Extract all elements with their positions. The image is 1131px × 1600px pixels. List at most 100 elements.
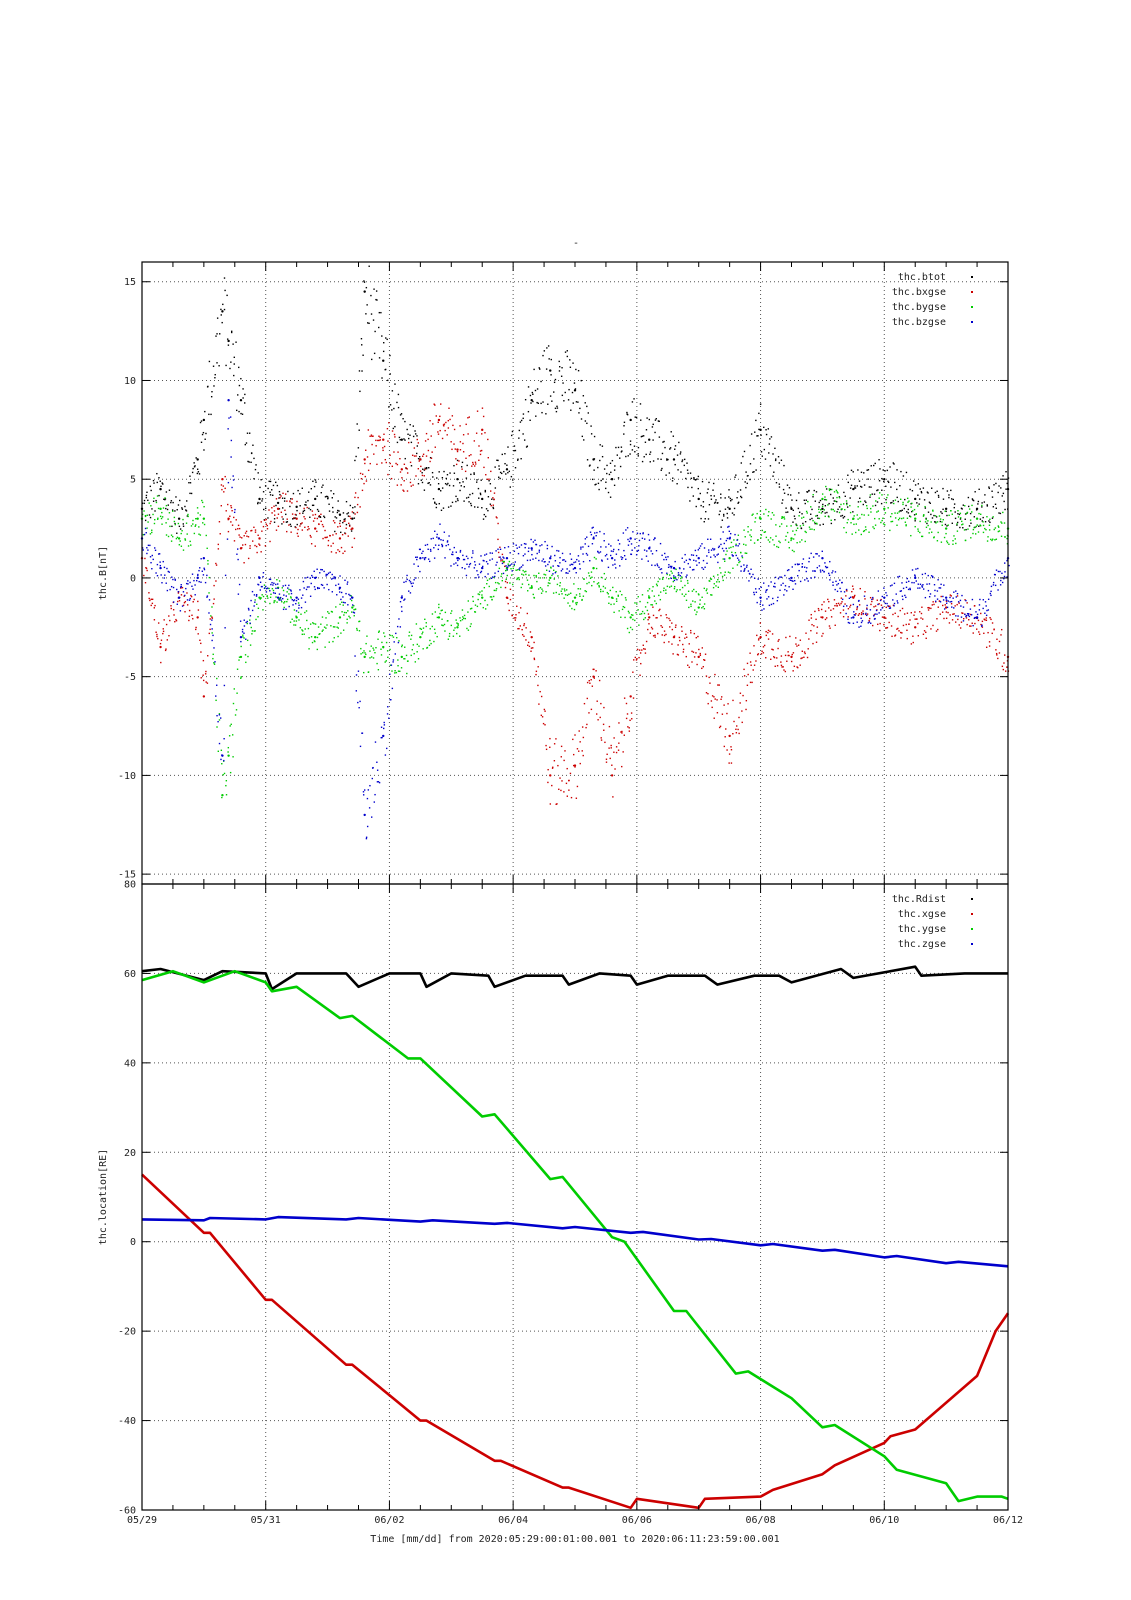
data-point (883, 478, 886, 481)
data-point (713, 583, 716, 585)
data-point (720, 526, 722, 528)
data-point (277, 513, 280, 515)
data-point (202, 679, 205, 682)
data-point (913, 614, 915, 616)
data-point (533, 574, 535, 577)
data-point (373, 288, 375, 290)
data-point (351, 606, 354, 609)
data-point (993, 628, 995, 631)
data-point (447, 506, 450, 508)
data-point (161, 511, 163, 514)
data-point (635, 659, 638, 661)
data-point (774, 665, 776, 667)
data-point (546, 347, 548, 349)
data-point (308, 507, 310, 510)
data-point (920, 617, 922, 619)
data-point (560, 590, 562, 592)
data-point (290, 596, 292, 598)
data-point (375, 439, 377, 442)
data-point (930, 531, 933, 533)
data-point (314, 588, 316, 591)
data-point (808, 490, 810, 492)
data-point (523, 542, 526, 545)
data-point (302, 580, 305, 583)
data-point (623, 425, 625, 427)
data-point (300, 523, 302, 525)
data-point (620, 556, 622, 558)
data-point (688, 606, 690, 609)
data-point (772, 649, 774, 651)
data-point (505, 473, 507, 475)
data-point (335, 517, 338, 519)
data-point (891, 512, 893, 515)
data-point (523, 623, 526, 625)
data-point (413, 652, 415, 655)
data-point (399, 439, 401, 441)
data-point (492, 506, 494, 509)
data-point (718, 726, 721, 729)
data-point (734, 551, 737, 554)
data-point (269, 578, 272, 581)
data-point (876, 613, 878, 615)
data-point (905, 524, 907, 526)
data-point (744, 567, 746, 570)
data-point (940, 595, 942, 598)
data-point (962, 606, 965, 608)
data-point (704, 518, 706, 520)
data-point (456, 498, 459, 500)
data-point (302, 630, 304, 632)
data-point (999, 512, 1002, 515)
data-point (984, 494, 986, 496)
data-point (767, 596, 770, 598)
data-point (992, 538, 994, 540)
data-point (468, 566, 470, 568)
data-point (999, 584, 1002, 586)
data-point (527, 590, 529, 592)
data-point (507, 602, 509, 605)
data-point (881, 494, 883, 496)
data-point (827, 598, 829, 601)
data-point (568, 388, 570, 391)
data-point (881, 616, 884, 618)
data-point (920, 492, 923, 494)
data-point (281, 516, 283, 518)
data-point (256, 603, 258, 605)
data-point (163, 619, 165, 621)
data-point (764, 531, 767, 533)
data-point (821, 493, 824, 495)
data-point (375, 646, 377, 649)
data-point (969, 608, 972, 610)
data-point (644, 617, 647, 619)
data-point (289, 589, 292, 591)
data-point (591, 584, 593, 587)
data-point (286, 591, 288, 593)
data-point (818, 609, 820, 612)
data-point (773, 656, 775, 658)
data-point (251, 529, 253, 532)
data-point (862, 530, 865, 533)
data-point (609, 589, 612, 592)
data-point (394, 672, 396, 674)
data-point (282, 521, 285, 523)
data-point (268, 587, 270, 590)
data-point (958, 513, 961, 516)
data-point (928, 583, 931, 585)
data-point (648, 595, 650, 597)
data-point (998, 652, 1001, 654)
data-point (184, 505, 186, 508)
data-point (726, 550, 728, 552)
data-point (368, 322, 370, 325)
data-point (753, 645, 755, 647)
data-point (367, 469, 370, 472)
data-point (221, 488, 223, 491)
data-point (944, 523, 947, 526)
data-point (728, 537, 731, 540)
data-point (149, 599, 151, 602)
data-point (535, 557, 537, 559)
data-point (476, 570, 478, 572)
data-point (699, 603, 701, 605)
data-point (288, 605, 290, 608)
data-point (829, 560, 831, 563)
x-tick-label: 06/06 (622, 1515, 652, 1526)
data-point (864, 591, 866, 593)
